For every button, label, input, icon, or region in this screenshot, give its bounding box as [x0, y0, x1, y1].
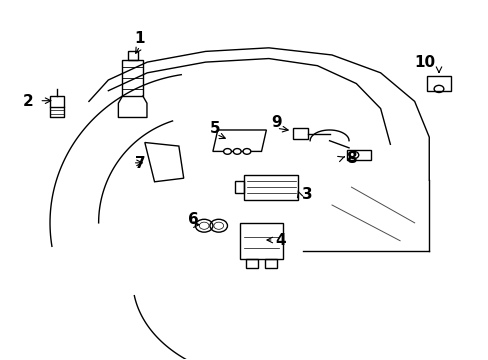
Text: 2: 2 [23, 94, 34, 109]
Bar [50, 96, 64, 107]
Text: 6: 6 [188, 212, 199, 227]
Text: 9: 9 [270, 115, 281, 130]
Circle shape [243, 149, 250, 154]
Text: 1: 1 [134, 31, 145, 46]
Bar [346, 150, 370, 160]
Bar [426, 76, 450, 91]
Bar [122, 60, 142, 96]
Text: 5: 5 [209, 121, 220, 136]
Bar [239, 223, 283, 258]
Circle shape [223, 149, 231, 154]
Bar [127, 51, 138, 60]
Text: 7: 7 [134, 157, 145, 171]
Text: 8: 8 [346, 151, 356, 166]
Bar [245, 258, 257, 267]
Bar [265, 258, 277, 267]
Text: 4: 4 [275, 233, 285, 248]
Text: 3: 3 [302, 187, 312, 202]
Bar [292, 128, 307, 139]
Bar [244, 175, 297, 200]
Text: 10: 10 [413, 55, 434, 69]
Bar [234, 181, 244, 193]
Circle shape [233, 149, 241, 154]
